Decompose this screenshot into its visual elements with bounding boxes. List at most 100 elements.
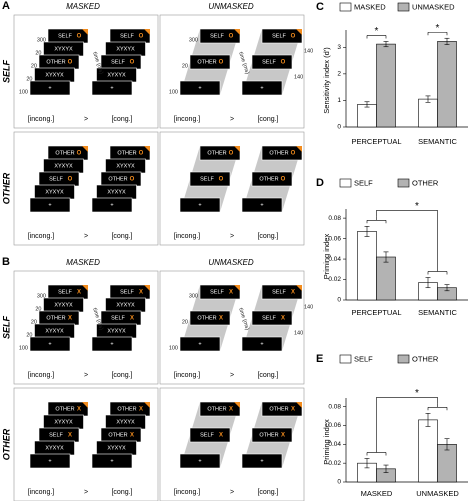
screen-text: SELF	[272, 289, 286, 295]
legend-swatch	[339, 178, 352, 188]
gap-duration: 140	[294, 74, 303, 80]
screen-marker: O	[77, 34, 82, 40]
duration: 300	[189, 37, 198, 43]
screen-text: +	[110, 458, 113, 464]
screen	[199, 145, 241, 161]
screen-text: SELF	[58, 289, 72, 295]
error-bar	[383, 41, 389, 48]
screen-text: XYXYX	[107, 328, 126, 334]
y-tick-label: 0.04	[328, 256, 341, 263]
screen-marker: X	[281, 433, 285, 439]
column-header: MASKED	[66, 258, 100, 267]
screen	[251, 310, 293, 326]
screen-text: XYXYX	[54, 302, 73, 308]
screen-text: OTHER	[108, 432, 127, 438]
screen-text: OTHER	[269, 150, 288, 156]
corner-mark	[234, 285, 240, 291]
screen-marker: X	[77, 290, 81, 296]
screen	[179, 453, 221, 469]
error-bar	[364, 226, 370, 237]
screen-marker: O	[219, 60, 224, 66]
screen	[189, 427, 231, 443]
bar	[357, 231, 377, 301]
bar	[357, 104, 377, 128]
y-tick-label: 1	[337, 97, 341, 104]
row-label: OTHER	[1, 172, 11, 204]
screen-marker: O	[229, 151, 234, 157]
screen	[261, 145, 303, 161]
screen-marker: X	[281, 316, 285, 322]
screen-text: XYXYX	[45, 328, 64, 334]
screen-text: SELF	[111, 315, 125, 321]
corner-mark	[296, 146, 302, 152]
comparison: >	[84, 489, 88, 496]
legend-label: SELF	[354, 178, 373, 187]
screen-marker: O	[139, 151, 144, 157]
comparison: [incong.]	[28, 116, 55, 123]
comparison: >	[230, 233, 234, 240]
y-tick-label: 2	[337, 71, 341, 78]
corner-mark	[82, 402, 88, 408]
screen-text: OTHER	[117, 406, 136, 412]
screen-text: XYXYX	[116, 419, 135, 425]
legend-swatch	[397, 354, 410, 364]
gap-duration: 140	[294, 330, 303, 336]
duration: 20	[31, 319, 37, 325]
legend-swatch	[397, 178, 410, 188]
screen-marker: O	[68, 60, 73, 66]
screen-marker: O	[281, 177, 286, 183]
bar	[418, 98, 438, 128]
screen	[241, 336, 283, 352]
error-bar	[364, 101, 370, 108]
screen	[189, 54, 231, 70]
duration: 20	[182, 319, 188, 325]
screen-text: +	[198, 341, 201, 347]
screen-text: OTHER	[55, 150, 74, 156]
screen-marker: O	[77, 151, 82, 157]
y-axis-label: Priming index	[322, 419, 331, 465]
screen-text: XYXYX	[116, 163, 135, 169]
screen-marker: X	[77, 407, 81, 413]
y-tick-label: 0	[337, 124, 341, 131]
legend-label: OTHER	[412, 178, 439, 187]
screen	[179, 197, 221, 213]
screen-text: +	[260, 202, 263, 208]
screen-marker: O	[219, 177, 224, 183]
screen-text: +	[48, 458, 51, 464]
duration: 20	[35, 306, 41, 312]
screen-marker: X	[68, 316, 72, 322]
screen	[179, 336, 221, 352]
corner-mark	[82, 29, 88, 35]
screen-marker: O	[281, 60, 286, 66]
screen	[29, 197, 71, 213]
screen	[261, 284, 303, 300]
error-bar	[425, 412, 431, 427]
duration: 300	[189, 293, 198, 299]
screen	[241, 80, 283, 96]
screen-marker: X	[291, 407, 295, 413]
gap-duration: 140	[304, 48, 313, 54]
screen	[91, 197, 133, 213]
screen-text: SELF	[210, 289, 224, 295]
screen-marker: X	[229, 290, 233, 296]
screen-text: OTHER	[269, 406, 288, 412]
y-axis-label: Priming index	[322, 234, 331, 280]
screen-text: +	[110, 85, 113, 91]
bar	[376, 256, 396, 301]
corner-mark	[144, 29, 150, 35]
y-tick-label: 0	[337, 297, 341, 304]
column-header: MASKED	[66, 2, 100, 11]
panel-letter: D	[316, 177, 324, 189]
legend-label: UNMASKED	[412, 2, 455, 11]
duration: 100	[19, 345, 28, 351]
panel-letter: C	[316, 1, 324, 13]
row-label: OTHER	[1, 428, 11, 460]
y-tick-label: 0	[337, 479, 341, 486]
column-header: UNMASKED	[208, 2, 254, 11]
significance: *	[436, 23, 440, 34]
screen-marker: X	[139, 290, 143, 296]
screen-text: SELF	[58, 33, 72, 39]
gap-duration: 140	[304, 304, 313, 310]
corner-mark	[144, 402, 150, 408]
screen-text: XYXYX	[45, 445, 64, 451]
